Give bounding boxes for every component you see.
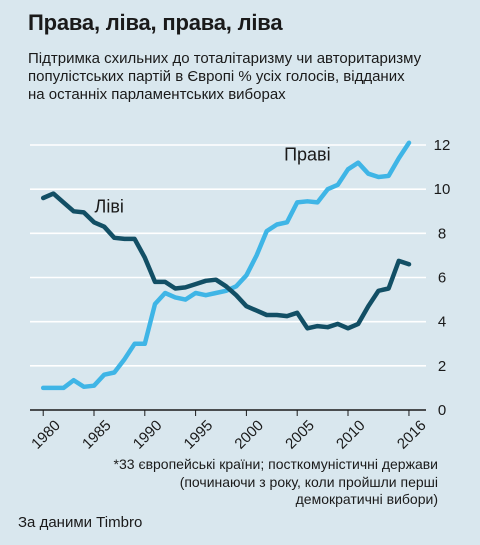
series-label-right: Праві bbox=[284, 144, 331, 164]
y-tick-label: 0 bbox=[438, 402, 446, 419]
y-tick-label: 6 bbox=[438, 270, 446, 287]
y-tick-label: 8 bbox=[438, 225, 446, 242]
series-right-line bbox=[40, 140, 412, 391]
series-labels: Праві Ліві bbox=[95, 144, 331, 216]
x-tick-label: 2016 bbox=[394, 417, 430, 453]
x-axis-ticks: 1980 1985 1990 1995 2000 2005 2010 2016 bbox=[28, 410, 430, 453]
gridlines bbox=[30, 144, 426, 411]
x-tick-label: 1995 bbox=[181, 417, 217, 453]
chart-subtitle: Підтримка схильних до тоталітаризму чи а… bbox=[28, 50, 468, 104]
series-lines bbox=[40, 140, 412, 391]
footnote: *33 європейські країни; посткомуністичні… bbox=[114, 456, 438, 509]
x-tick-label: 2005 bbox=[282, 417, 318, 453]
x-tick-label: 1990 bbox=[130, 417, 166, 453]
y-axis-ticks: 0 2 4 6 8 10 12 bbox=[434, 137, 451, 419]
subtitle-line: на останніх парламентських виборах bbox=[28, 86, 286, 103]
y-tick-label: 10 bbox=[434, 181, 451, 198]
x-tick-label: 1985 bbox=[79, 417, 115, 453]
x-tick-label: 1980 bbox=[28, 417, 64, 453]
chart-title: Права, ліва, права, ліва bbox=[28, 10, 283, 35]
series-label-left: Ліві bbox=[95, 196, 124, 216]
source-note: За даними Timbro bbox=[18, 514, 143, 531]
footnote-line: демократичні вибори) bbox=[295, 491, 438, 507]
y-tick-label: 4 bbox=[438, 314, 446, 331]
x-tick-label: 2010 bbox=[333, 417, 369, 453]
footnote-line: (починаючи з року, коли пройшли перші bbox=[179, 473, 438, 490]
y-tick-label: 12 bbox=[434, 137, 451, 154]
subtitle-line: популістських партій в Європі % усіх гол… bbox=[28, 68, 405, 85]
series-left-line bbox=[40, 191, 412, 331]
x-tick-label: 2000 bbox=[231, 417, 267, 453]
subtitle-line: Підтримка схильних до тоталітаризму чи а… bbox=[28, 50, 422, 67]
footnote-line: *33 європейські країни; посткомуністичні… bbox=[113, 456, 438, 472]
y-tick-label: 2 bbox=[438, 358, 446, 375]
